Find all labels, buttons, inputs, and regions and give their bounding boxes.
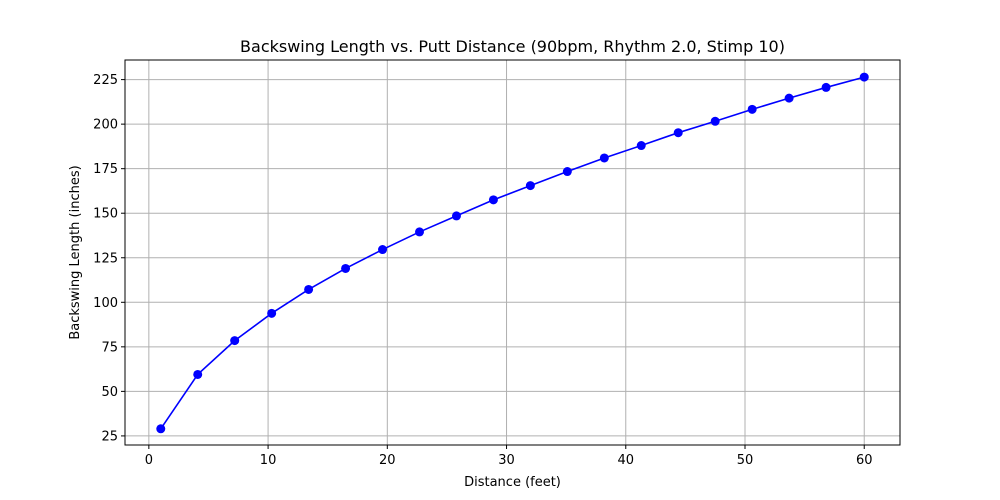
x-tick-label: 40	[617, 453, 634, 468]
x-axis: 0 10 20 30 40 50 60	[145, 445, 873, 468]
plot-frame	[124, 59, 901, 446]
x-tick-label: 30	[498, 453, 515, 468]
x-tick-label: 60	[856, 453, 873, 468]
x-tick-label: 0	[145, 453, 153, 468]
y-tick-label: 75	[101, 340, 118, 355]
data-point	[451, 211, 461, 221]
data-point	[673, 128, 683, 138]
x-tick-label: 50	[737, 453, 754, 468]
data-point	[341, 263, 351, 273]
x-tick-label: 10	[260, 453, 277, 468]
x-axis-label: Distance (feet)	[464, 475, 561, 490]
data-point	[230, 336, 240, 346]
y-axis-label: Backswing Length (inches)	[68, 165, 83, 339]
y-tick-label: 100	[93, 296, 118, 311]
grid-lines	[125, 60, 900, 445]
data-point	[193, 369, 203, 379]
y-tick-label: 200	[93, 118, 118, 133]
data-point	[747, 104, 757, 114]
data-point	[488, 195, 498, 205]
y-tick-label: 225	[93, 73, 118, 88]
data-point	[636, 141, 646, 151]
x-tick-label: 20	[379, 453, 396, 468]
y-tick-label: 50	[101, 385, 118, 400]
data-point	[415, 227, 424, 237]
data-point	[784, 93, 794, 103]
y-tick-label: 175	[93, 162, 118, 177]
data-point	[562, 167, 572, 177]
y-tick-label: 150	[93, 207, 118, 222]
data-point	[859, 72, 869, 82]
data-point	[821, 82, 831, 92]
y-axis: 25 50 75 100 125 150 175 200 225	[93, 73, 125, 444]
y-tick-label: 125	[93, 251, 118, 266]
y-tick-label: 25	[101, 429, 118, 444]
data-point	[599, 153, 609, 163]
data-point	[304, 284, 314, 294]
series-layer	[156, 72, 869, 434]
data-point	[156, 424, 166, 434]
series-line	[160, 76, 865, 430]
data-point	[525, 181, 535, 191]
data-point	[710, 116, 720, 126]
chart-title: Backswing Length vs. Putt Distance (90bp…	[240, 37, 785, 56]
data-point	[378, 245, 388, 255]
data-point	[267, 308, 277, 318]
